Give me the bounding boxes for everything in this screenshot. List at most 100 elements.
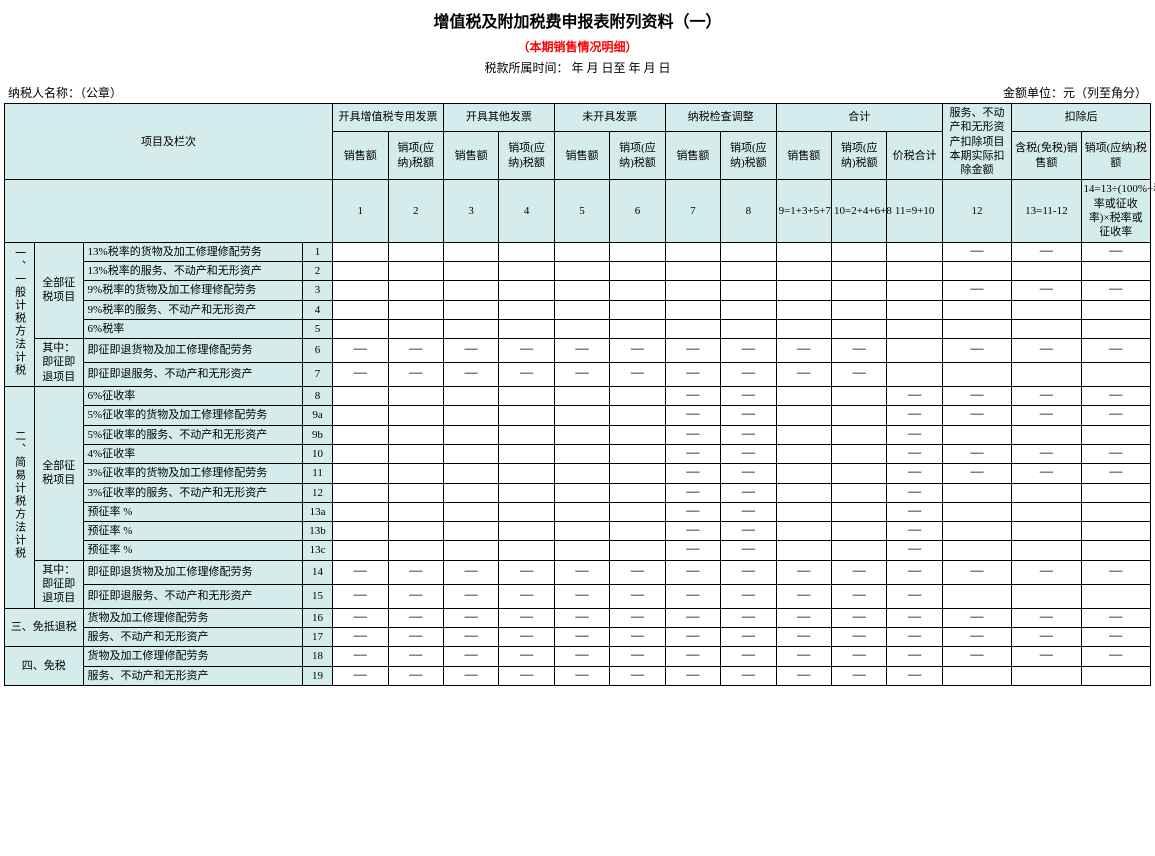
data-cell[interactable] (1012, 261, 1081, 280)
data-cell[interactable] (610, 483, 665, 502)
data-cell[interactable] (832, 406, 887, 425)
data-cell[interactable] (1012, 502, 1081, 521)
data-cell[interactable] (499, 261, 554, 280)
data-cell[interactable] (388, 300, 443, 319)
data-cell[interactable] (499, 281, 554, 300)
data-cell[interactable] (333, 387, 388, 406)
data-cell[interactable] (1081, 483, 1151, 502)
data-cell[interactable] (443, 522, 498, 541)
data-cell[interactable] (443, 387, 498, 406)
data-cell[interactable] (554, 281, 609, 300)
data-cell[interactable] (942, 502, 1011, 521)
data-cell[interactable] (887, 339, 942, 363)
data-cell[interactable] (887, 319, 942, 338)
data-cell[interactable] (610, 464, 665, 483)
data-cell[interactable] (333, 319, 388, 338)
data-cell[interactable] (942, 666, 1011, 685)
data-cell[interactable] (388, 406, 443, 425)
data-cell[interactable] (1081, 666, 1151, 685)
data-cell[interactable] (443, 300, 498, 319)
data-cell[interactable] (832, 242, 887, 261)
data-cell[interactable] (333, 261, 388, 280)
data-cell[interactable] (388, 319, 443, 338)
data-cell[interactable] (610, 261, 665, 280)
data-cell[interactable] (1012, 425, 1081, 444)
data-cell[interactable] (942, 300, 1011, 319)
data-cell[interactable] (554, 464, 609, 483)
data-cell[interactable] (776, 483, 831, 502)
data-cell[interactable] (665, 242, 720, 261)
data-cell[interactable] (554, 444, 609, 463)
data-cell[interactable] (554, 261, 609, 280)
data-cell[interactable] (721, 281, 776, 300)
data-cell[interactable] (721, 261, 776, 280)
data-cell[interactable] (554, 483, 609, 502)
data-cell[interactable] (333, 464, 388, 483)
data-cell[interactable] (776, 319, 831, 338)
data-cell[interactable] (1081, 522, 1151, 541)
data-cell[interactable] (832, 464, 887, 483)
data-cell[interactable] (887, 242, 942, 261)
data-cell[interactable] (443, 242, 498, 261)
data-cell[interactable] (942, 522, 1011, 541)
data-cell[interactable] (610, 541, 665, 560)
data-cell[interactable] (1081, 584, 1151, 608)
data-cell[interactable] (1081, 261, 1151, 280)
data-cell[interactable] (1081, 363, 1151, 387)
data-cell[interactable] (1081, 541, 1151, 560)
data-cell[interactable] (333, 522, 388, 541)
data-cell[interactable] (776, 242, 831, 261)
data-cell[interactable] (443, 464, 498, 483)
data-cell[interactable] (776, 387, 831, 406)
data-cell[interactable] (887, 363, 942, 387)
data-cell[interactable] (887, 261, 942, 280)
data-cell[interactable] (832, 444, 887, 463)
data-cell[interactable] (887, 281, 942, 300)
data-cell[interactable] (443, 319, 498, 338)
data-cell[interactable] (443, 444, 498, 463)
data-cell[interactable] (610, 242, 665, 261)
data-cell[interactable] (333, 444, 388, 463)
data-cell[interactable] (832, 261, 887, 280)
data-cell[interactable] (388, 387, 443, 406)
data-cell[interactable] (832, 281, 887, 300)
data-cell[interactable] (499, 444, 554, 463)
data-cell[interactable] (333, 483, 388, 502)
data-cell[interactable] (942, 261, 1011, 280)
data-cell[interactable] (942, 425, 1011, 444)
data-cell[interactable] (832, 502, 887, 521)
data-cell[interactable] (499, 319, 554, 338)
data-cell[interactable] (832, 483, 887, 502)
data-cell[interactable] (721, 319, 776, 338)
data-cell[interactable] (333, 406, 388, 425)
data-cell[interactable] (554, 541, 609, 560)
data-cell[interactable] (832, 300, 887, 319)
data-cell[interactable] (942, 319, 1011, 338)
data-cell[interactable] (1012, 363, 1081, 387)
data-cell[interactable] (887, 300, 942, 319)
data-cell[interactable] (1081, 300, 1151, 319)
data-cell[interactable] (776, 444, 831, 463)
data-cell[interactable] (1012, 319, 1081, 338)
data-cell[interactable] (665, 261, 720, 280)
data-cell[interactable] (499, 541, 554, 560)
data-cell[interactable] (499, 300, 554, 319)
data-cell[interactable] (721, 242, 776, 261)
data-cell[interactable] (388, 261, 443, 280)
data-cell[interactable] (333, 300, 388, 319)
data-cell[interactable] (1012, 666, 1081, 685)
data-cell[interactable] (388, 541, 443, 560)
data-cell[interactable] (1081, 425, 1151, 444)
data-cell[interactable] (610, 387, 665, 406)
data-cell[interactable] (832, 522, 887, 541)
data-cell[interactable] (776, 406, 831, 425)
data-cell[interactable] (776, 281, 831, 300)
data-cell[interactable] (610, 502, 665, 521)
data-cell[interactable] (665, 319, 720, 338)
data-cell[interactable] (388, 444, 443, 463)
data-cell[interactable] (665, 300, 720, 319)
data-cell[interactable] (1012, 584, 1081, 608)
data-cell[interactable] (554, 522, 609, 541)
data-cell[interactable] (443, 425, 498, 444)
data-cell[interactable] (942, 483, 1011, 502)
